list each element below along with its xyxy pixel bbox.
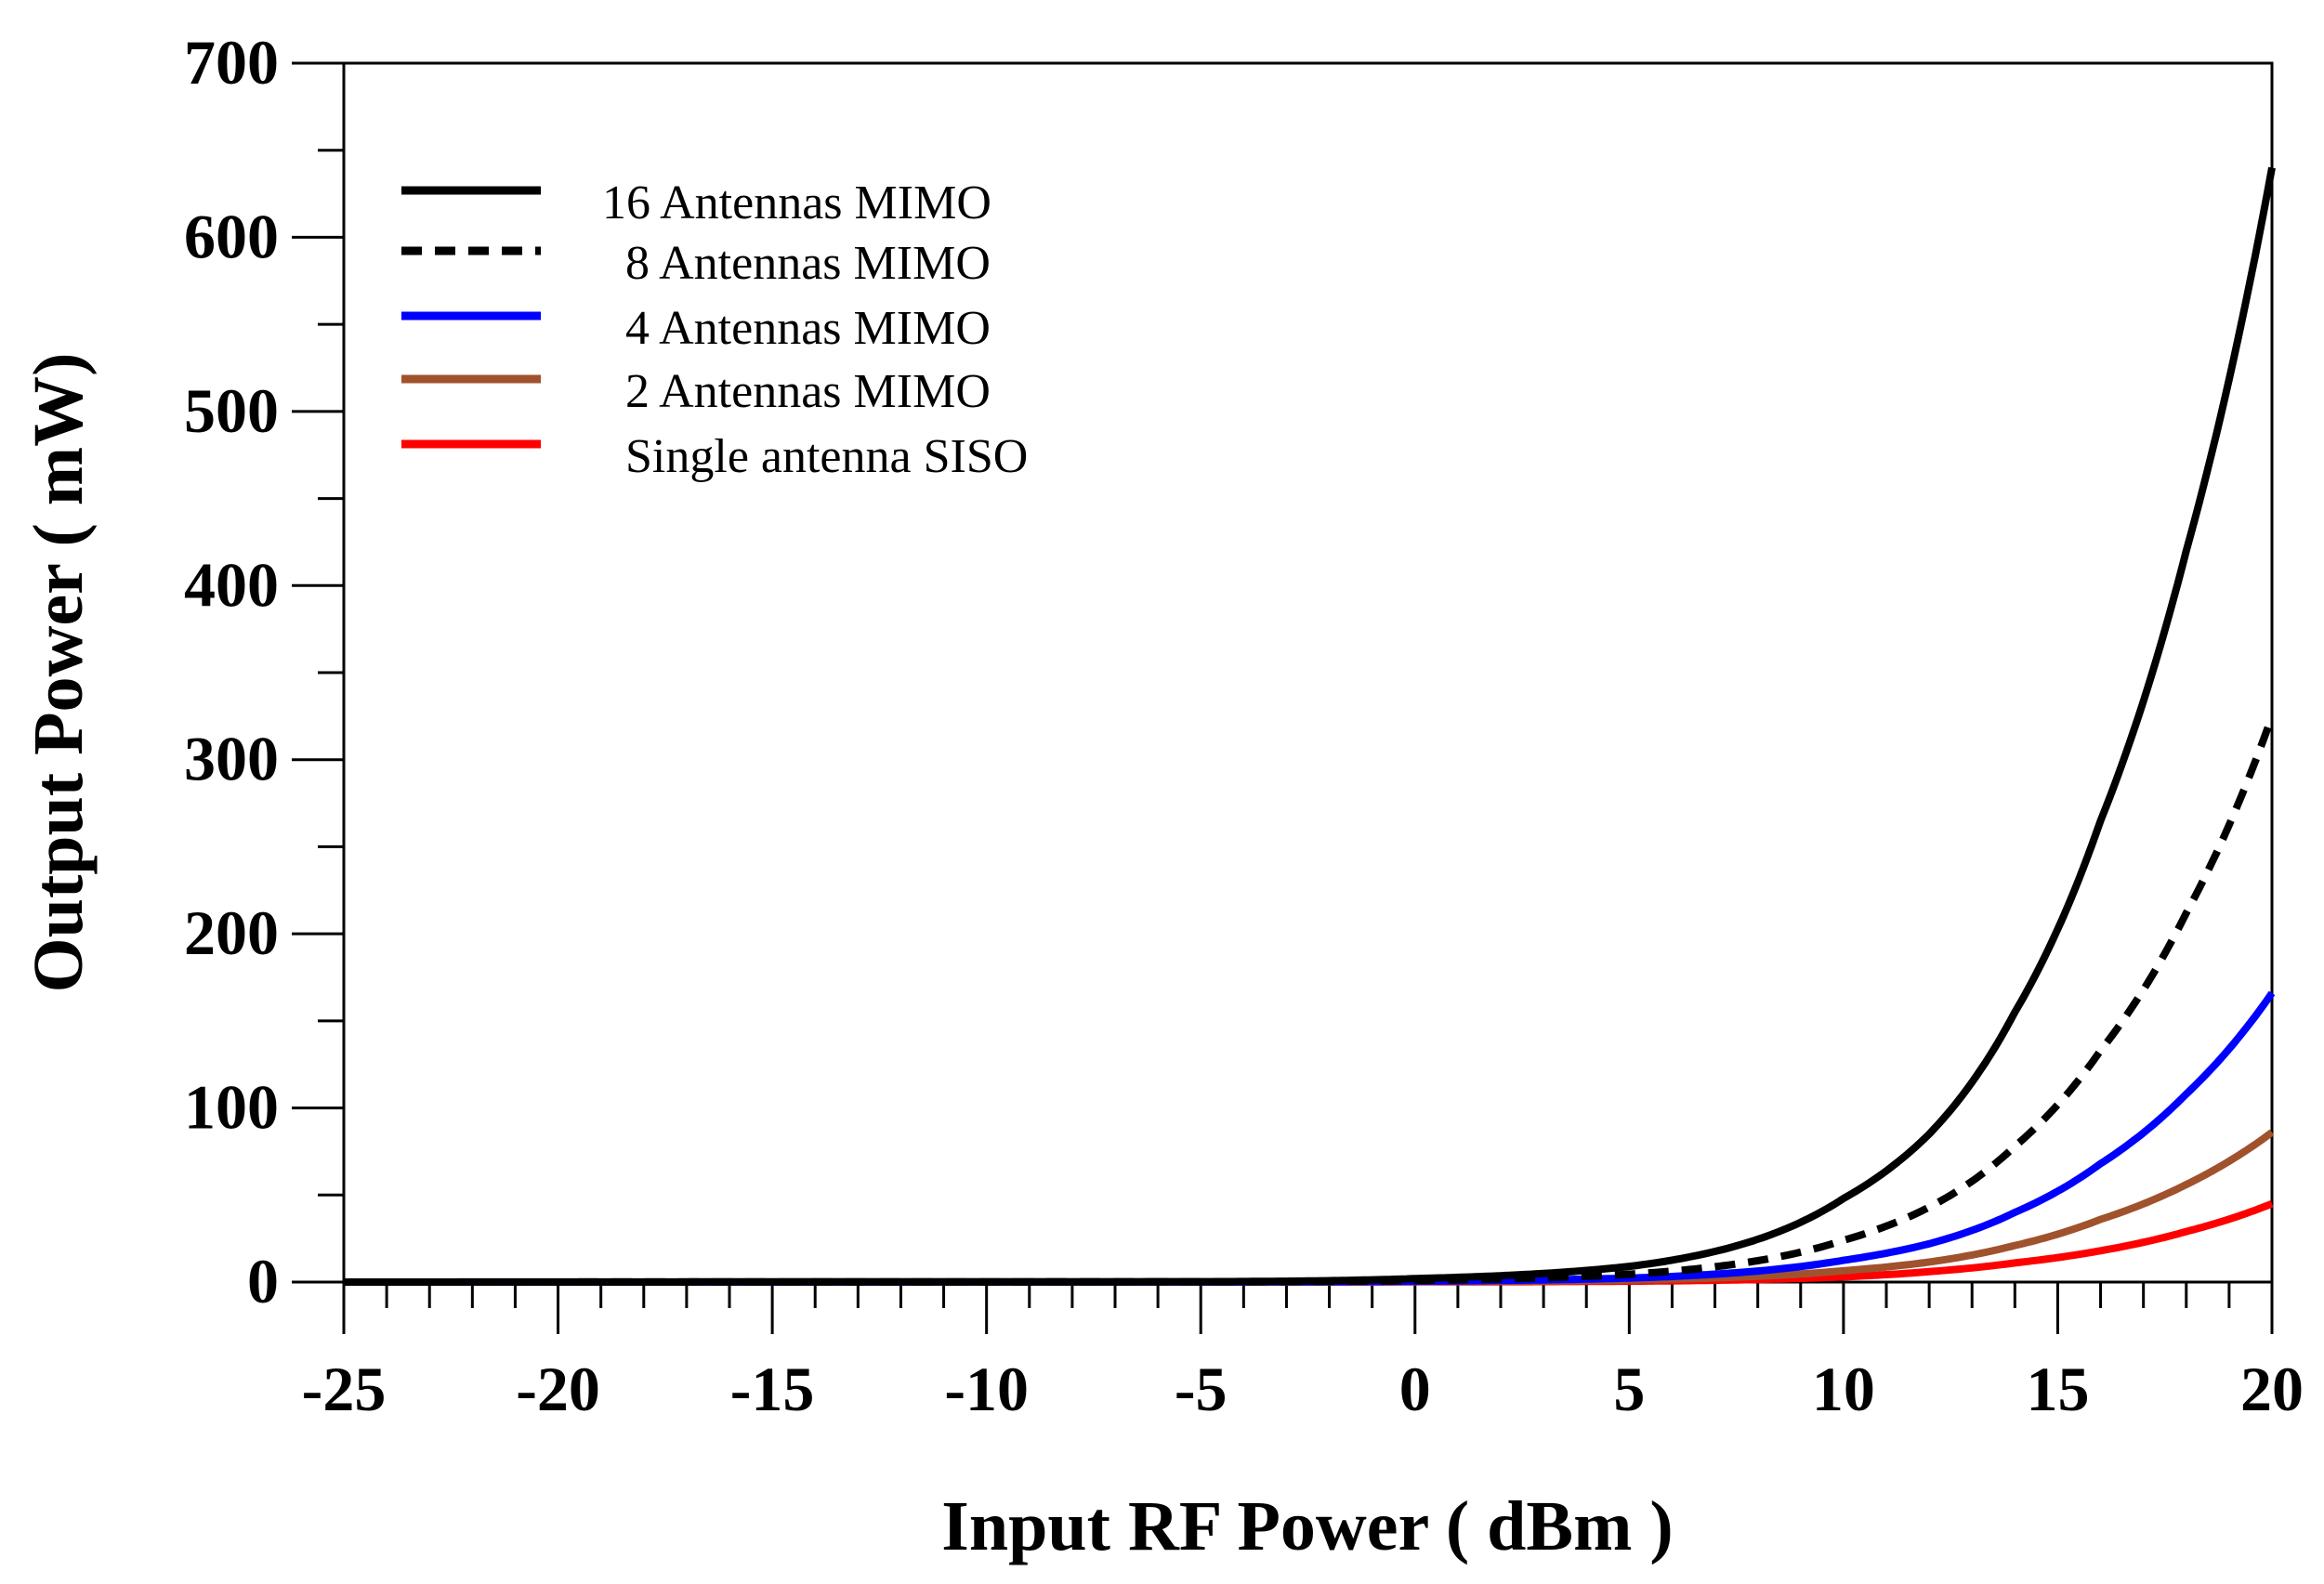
series-lines: [344, 166, 2276, 1286]
y-tick-label: 600: [184, 201, 279, 271]
x-tick-label: -20: [516, 1354, 600, 1424]
x-tick-label: 20: [2240, 1354, 2304, 1424]
x-tick-label: -5: [1175, 1354, 1228, 1424]
series-line-16-antennas-mimo: [344, 166, 2276, 1286]
x-tick-label: -15: [730, 1354, 815, 1424]
y-tick-label: 500: [184, 375, 279, 446]
axis-ticks: [292, 61, 2274, 1334]
x-tick-label: -25: [302, 1354, 387, 1424]
x-tick-label: 5: [1613, 1354, 1645, 1424]
legend: 16 Antennas MIMO 8 Antennas MIMO 4 Antenna…: [401, 177, 1028, 483]
x-tick-label: 10: [1812, 1354, 1875, 1424]
legend-label: 16 Antennas MIMO: [602, 177, 991, 229]
series-line-8-antennas-mimo: [344, 714, 2276, 1286]
y-tick-label: 300: [184, 724, 279, 794]
series-line-2-antennas-mimo: [344, 1129, 2275, 1286]
y-tick-label: 100: [184, 1072, 279, 1143]
y-tick-label: 0: [247, 1246, 279, 1316]
y-axis-title: Output Power ( mW): [20, 353, 98, 993]
series-line-4-antennas-mimo: [344, 990, 2276, 1286]
legend-label: Single antenna SISO: [625, 430, 1028, 483]
legend-label: 8 Antennas MIMO: [625, 237, 991, 290]
series-line-single-antenna-siso: [344, 1199, 2274, 1286]
y-tick-label: 200: [184, 897, 279, 968]
x-axis-title: Input RF Power ( dBm ): [941, 1487, 1673, 1565]
x-tick-label: 15: [2026, 1354, 2089, 1424]
x-tick-labels: -25 -20 -15 -10 -5 0 5 10 15 20: [302, 1354, 2304, 1424]
legend-label: 4 Antennas MIMO: [625, 302, 991, 355]
y-tick-label: 400: [184, 549, 279, 620]
y-tick-label: 700: [184, 27, 279, 98]
x-tick-label: 0: [1399, 1354, 1431, 1424]
y-tick-labels: 0 100 200 300 400 500 600 700: [184, 27, 279, 1316]
x-tick-label: -10: [944, 1354, 1029, 1424]
legend-label: 2 Antennas MIMO: [625, 365, 991, 418]
